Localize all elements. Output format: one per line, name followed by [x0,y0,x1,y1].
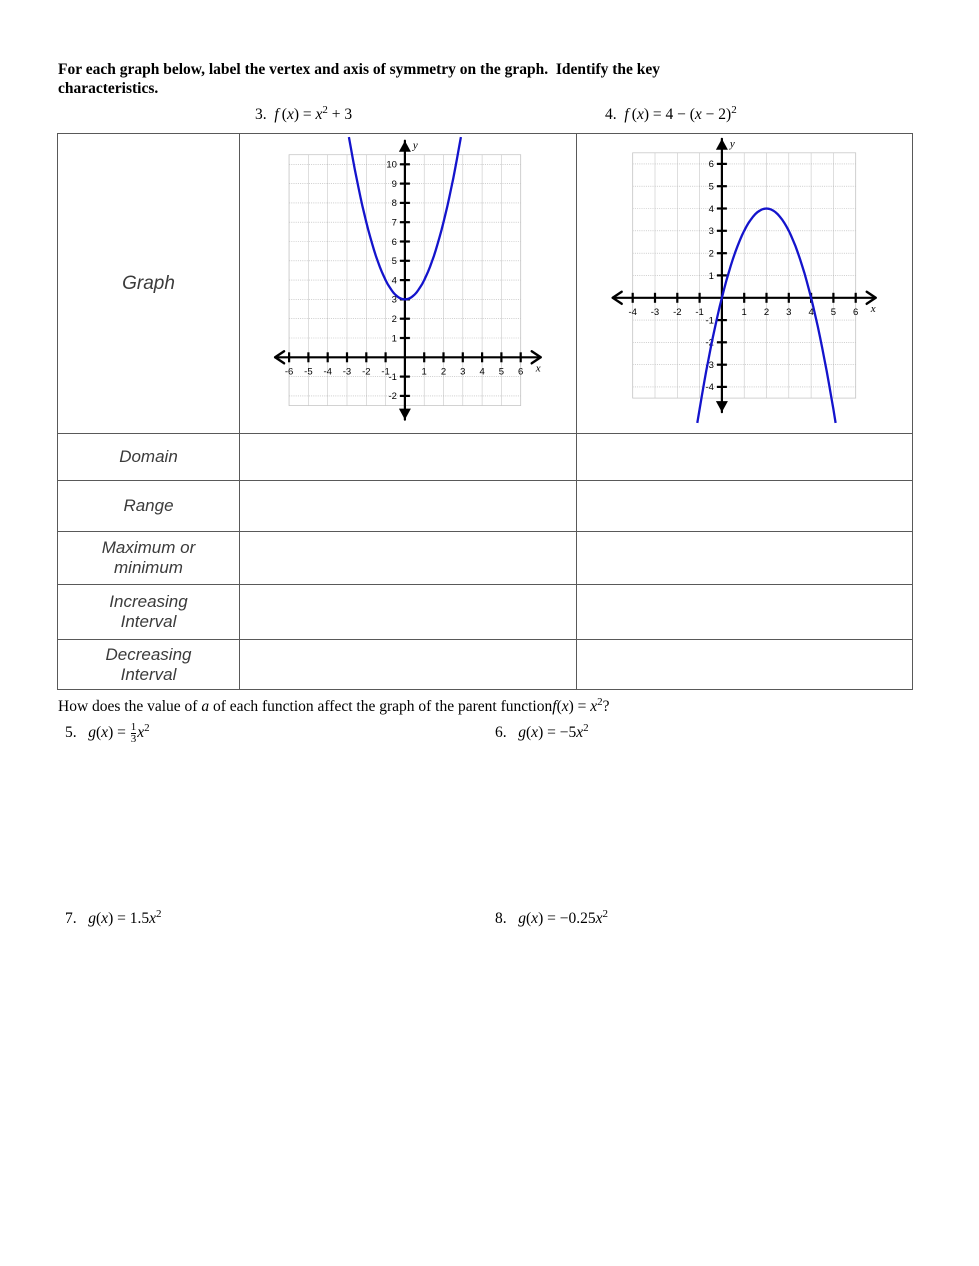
svg-text:5: 5 [709,182,714,193]
svg-text:-1: -1 [705,315,713,326]
svg-text:x: x [535,362,541,374]
svg-text:10: 10 [386,160,397,171]
svg-text:3: 3 [709,226,714,237]
svg-text:-5: -5 [304,366,312,377]
svg-text:2: 2 [392,314,397,325]
svg-text:7: 7 [392,218,397,229]
svg-text:2: 2 [709,249,714,260]
svg-text:y: y [729,138,735,150]
svg-text:6: 6 [518,366,523,377]
svg-text:-4: -4 [628,307,636,318]
svg-text:-3: -3 [651,307,659,318]
svg-text:5: 5 [392,256,397,267]
svg-text:8: 8 [392,198,397,209]
svg-text:4: 4 [479,366,484,377]
svg-text:3: 3 [460,366,465,377]
svg-text:-4: -4 [705,382,713,393]
svg-text:4: 4 [392,275,397,286]
svg-text:6: 6 [853,307,858,318]
svg-text:-3: -3 [343,366,351,377]
svg-text:5: 5 [831,307,836,318]
svg-text:x: x [870,303,876,315]
svg-text:-1: -1 [388,372,396,383]
svg-text:-2: -2 [388,391,396,402]
svg-text:-1: -1 [695,307,703,318]
svg-text:1: 1 [709,271,714,282]
svg-text:2: 2 [441,366,446,377]
svg-text:1: 1 [422,366,427,377]
svg-text:6: 6 [392,237,397,248]
svg-text:3: 3 [786,307,791,318]
svg-text:-2: -2 [673,307,681,318]
svg-text:1: 1 [742,307,747,318]
svg-text:4: 4 [709,204,714,215]
svg-text:9: 9 [392,179,397,190]
svg-text:1: 1 [392,333,397,344]
svg-text:5: 5 [499,366,504,377]
svg-text:-2: -2 [362,366,370,377]
svg-text:6: 6 [709,159,714,170]
svg-text:2: 2 [764,307,769,318]
svg-text:-6: -6 [285,366,293,377]
svg-text:y: y [412,140,418,152]
svg-text:-4: -4 [323,366,331,377]
